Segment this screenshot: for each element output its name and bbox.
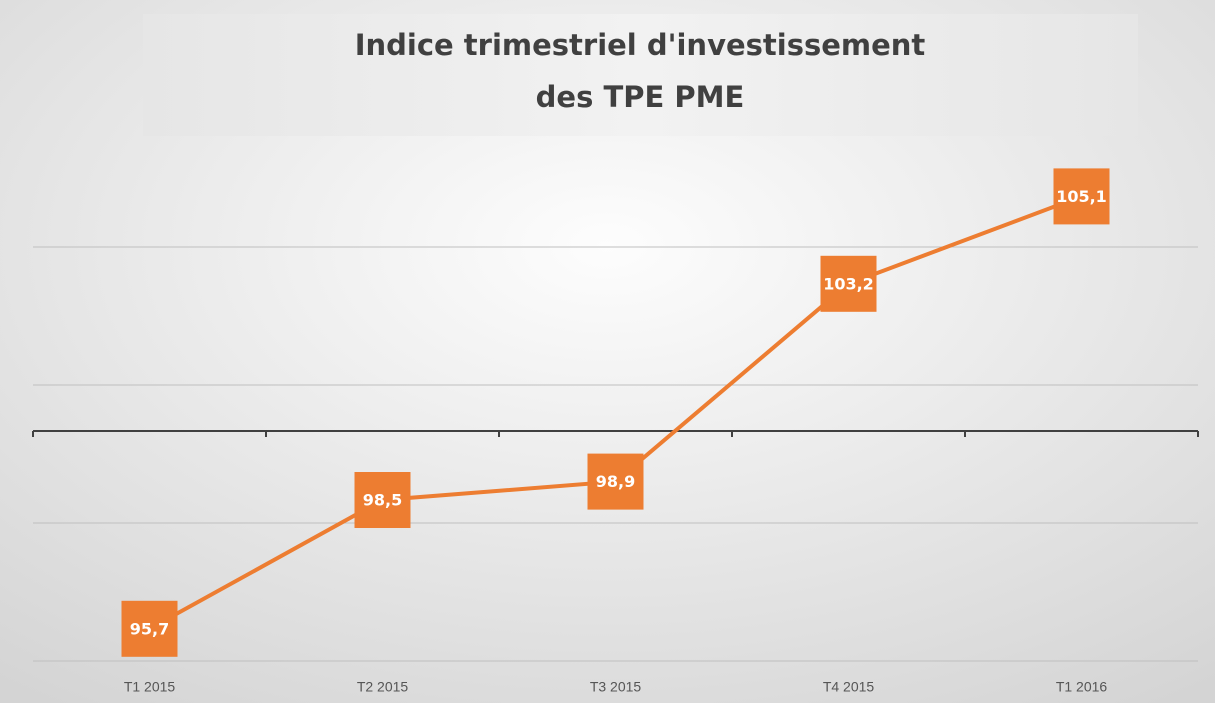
data-label-box bbox=[820, 255, 877, 312]
data-label: 103,2 bbox=[823, 274, 874, 293]
data-label: 105,1 bbox=[1056, 187, 1107, 206]
x-tick-label: T1 2015 bbox=[124, 679, 176, 695]
chart-subtitle: des TPE PME bbox=[536, 80, 745, 114]
x-tick-label: T1 2016 bbox=[1056, 679, 1108, 695]
data-label-box bbox=[1053, 168, 1110, 225]
data-label-box bbox=[354, 472, 411, 528]
x-tick-label: T4 2015 bbox=[823, 679, 875, 695]
chart-title: Indice trimestriel d'investissement bbox=[355, 28, 926, 62]
title-box bbox=[143, 14, 1138, 136]
data-label-box bbox=[121, 600, 178, 657]
x-tick-label: T3 2015 bbox=[590, 679, 642, 695]
data-label: 95,7 bbox=[130, 619, 169, 638]
data-label-box bbox=[587, 453, 644, 510]
x-tick-label: T2 2015 bbox=[357, 679, 409, 695]
data-label: 98,9 bbox=[596, 472, 635, 491]
data-label: 98,5 bbox=[363, 491, 402, 510]
